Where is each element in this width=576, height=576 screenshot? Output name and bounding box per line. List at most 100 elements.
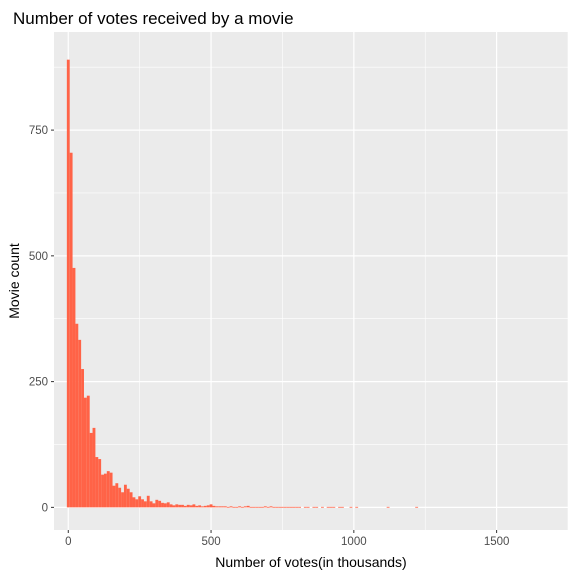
histogram-bar	[269, 506, 273, 508]
histogram-bar	[223, 506, 227, 508]
histogram-bar	[163, 503, 167, 508]
histogram-bar	[266, 506, 270, 508]
histogram-bar	[306, 506, 310, 508]
histogram-bar	[172, 505, 176, 508]
histogram-bar	[123, 484, 127, 508]
histogram-bar	[75, 323, 79, 508]
histogram-bar	[298, 506, 302, 508]
histogram-bar	[138, 496, 142, 508]
histogram-bar	[95, 457, 99, 508]
histogram-bar	[146, 495, 150, 508]
histogram-bar	[226, 506, 230, 508]
y-axis-title: Movie count	[6, 243, 22, 319]
histogram-bar	[83, 397, 87, 508]
histogram-bar	[121, 492, 124, 508]
histogram-bar	[106, 471, 110, 508]
histogram-bar	[312, 506, 316, 508]
histogram-bar	[326, 506, 330, 508]
histogram-bar	[115, 483, 119, 508]
histogram-bar	[195, 505, 199, 508]
y-tick-label: 500	[29, 251, 48, 263]
histogram-bar	[289, 506, 293, 508]
histogram-bar	[103, 473, 107, 508]
histogram-bar	[72, 267, 76, 508]
histogram-bar	[355, 506, 359, 508]
histogram-bar	[283, 506, 287, 508]
histogram-bar	[198, 505, 202, 508]
histogram-bar	[81, 369, 84, 508]
histogram-bar	[109, 472, 113, 508]
histogram-bar	[89, 432, 93, 508]
histogram-bar	[320, 506, 324, 508]
histogram-bar	[186, 504, 190, 508]
histogram-bar	[135, 499, 139, 508]
histogram-bar	[175, 504, 179, 508]
histogram-bar	[295, 506, 299, 508]
y-axis: 0 250 500 750	[29, 125, 54, 514]
plot-panel	[54, 32, 568, 530]
histogram-bar	[166, 502, 170, 508]
x-tick-label: 1000	[341, 536, 367, 548]
x-axis: 0 500 1000 1500	[65, 530, 509, 548]
histogram-bar	[329, 506, 333, 508]
histogram-bar	[243, 506, 247, 508]
histogram-bar	[118, 487, 122, 508]
histogram-bar	[92, 427, 96, 508]
histogram-bar	[112, 485, 116, 508]
histogram-bar	[181, 504, 184, 508]
histogram-bar	[126, 488, 130, 508]
histogram-bar	[192, 504, 196, 508]
histogram-bar	[272, 506, 276, 508]
histogram-bar	[386, 506, 390, 508]
histogram-bar	[246, 505, 250, 508]
histogram-bar	[315, 506, 319, 508]
histogram-bar	[292, 506, 296, 508]
histogram-bar	[149, 501, 153, 508]
histogram-bar	[221, 506, 224, 508]
y-tick-label: 0	[42, 502, 48, 514]
histogram-bar	[218, 506, 222, 508]
histogram-bar	[152, 503, 156, 508]
histogram-bar	[232, 506, 236, 508]
histogram-bar	[101, 474, 104, 508]
histogram-bar	[169, 504, 173, 508]
histogram-bar	[286, 506, 290, 508]
histogram-bar	[275, 506, 279, 508]
histogram-bar	[252, 506, 256, 508]
histogram-bars	[66, 59, 419, 508]
histogram-bar	[203, 505, 207, 508]
histogram-bar	[201, 506, 204, 508]
histogram-bar	[338, 506, 341, 508]
histogram-bar	[161, 502, 164, 508]
histogram-bar	[129, 492, 133, 508]
histogram-bar	[132, 497, 136, 508]
histogram-bar	[238, 506, 242, 508]
histogram-bar	[155, 499, 159, 508]
histogram-bar	[78, 339, 82, 508]
histogram-bar	[206, 505, 210, 508]
histogram-bar	[241, 506, 244, 508]
histogram-bar	[178, 504, 182, 508]
histogram-bar	[303, 506, 307, 508]
x-tick-label: 1500	[484, 536, 510, 548]
minor-gridlines	[54, 32, 569, 530]
histogram-bar	[69, 152, 73, 508]
histogram-bar	[249, 506, 253, 508]
x-tick-label: 0	[65, 536, 71, 548]
histogram-bar	[415, 506, 419, 508]
histogram-bar	[349, 506, 353, 508]
histogram-bar	[263, 506, 267, 508]
y-tick-label: 250	[29, 377, 48, 389]
histogram-bar	[86, 395, 90, 508]
histogram-bar	[66, 59, 70, 508]
histogram-bar	[209, 504, 213, 508]
histogram-bar	[278, 506, 282, 508]
histogram-bar	[281, 506, 284, 508]
y-tick-label: 750	[29, 125, 48, 137]
histogram-bar	[229, 506, 233, 508]
histogram-bar	[340, 506, 344, 508]
histogram-bar	[98, 459, 102, 508]
histogram-bar	[143, 501, 147, 508]
histogram-bar	[183, 505, 187, 508]
